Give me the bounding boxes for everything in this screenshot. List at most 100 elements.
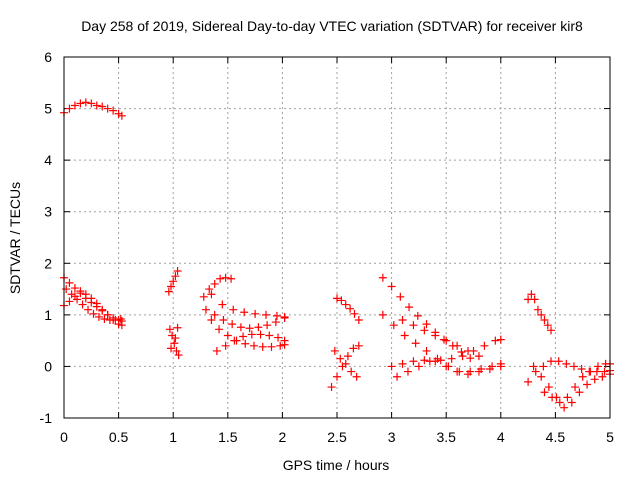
- data-point: [387, 362, 396, 371]
- data-point: [172, 346, 181, 355]
- data-point: [400, 331, 409, 340]
- data-point: [98, 102, 107, 111]
- data-point: [409, 321, 418, 330]
- x-tick-label: 2.5: [327, 429, 347, 445]
- data-point: [330, 346, 339, 355]
- data-point: [219, 316, 228, 325]
- data-point: [70, 101, 79, 110]
- data-point: [337, 296, 346, 305]
- y-tick-label: 1: [44, 307, 52, 323]
- data-point: [387, 282, 396, 291]
- data-point: [76, 99, 85, 108]
- data-point: [575, 388, 584, 397]
- x-tick-label: 0: [60, 429, 68, 445]
- y-tick-label: 5: [44, 101, 52, 117]
- data-point: [352, 372, 361, 381]
- data-point: [240, 308, 249, 317]
- data-point: [442, 336, 451, 345]
- data-point: [405, 303, 414, 312]
- data-point: [547, 357, 556, 366]
- data-point: [466, 354, 475, 363]
- data-point: [349, 344, 358, 353]
- data-point: [229, 305, 238, 314]
- data-point: [218, 300, 227, 309]
- data-point: [491, 336, 500, 345]
- data-point: [547, 326, 556, 335]
- data-point: [458, 352, 467, 361]
- data-point: [544, 383, 553, 392]
- series-arc-0b: [60, 287, 126, 330]
- data-point: [571, 383, 580, 392]
- data-point: [100, 314, 109, 323]
- series-arc-2b: [201, 305, 289, 333]
- series-arc-3a: [333, 294, 363, 325]
- data-point: [496, 335, 505, 344]
- data-point: [333, 294, 341, 303]
- data-point: [221, 273, 230, 282]
- series-arc-4c: [387, 356, 505, 379]
- data-point: [239, 332, 248, 341]
- series-arc-4b: [378, 310, 505, 376]
- data-point: [165, 325, 174, 334]
- x-tick-labels: 0 0.5 1 1.5 2 2.5 3 3.5 4 4.5 5: [60, 429, 614, 445]
- data-point: [527, 290, 536, 299]
- data-point: [98, 305, 107, 314]
- data-point: [114, 320, 123, 329]
- data-point: [567, 398, 576, 407]
- data-point: [250, 341, 259, 350]
- series-arc-2c: [207, 290, 289, 321]
- data-point: [171, 272, 180, 281]
- data-point: [440, 335, 449, 344]
- data-point: [274, 333, 283, 342]
- data-point: [236, 323, 245, 332]
- data-point: [453, 367, 462, 376]
- data-point: [92, 299, 101, 308]
- data-point: [263, 321, 272, 330]
- y-tick-label: -1: [40, 410, 53, 426]
- data-point: [600, 367, 609, 376]
- data-point: [442, 362, 451, 371]
- data-point: [485, 365, 494, 374]
- data-point: [241, 339, 250, 348]
- data-point: [216, 274, 225, 283]
- series-arc-3b: [327, 341, 363, 392]
- data-point: [413, 311, 422, 320]
- series-arc-high: [60, 98, 126, 120]
- data-point: [411, 339, 420, 348]
- data-point: [341, 300, 350, 309]
- data-point: [578, 372, 587, 381]
- y-tick-label: 3: [44, 204, 52, 220]
- data-point: [169, 277, 178, 286]
- data-point: [398, 359, 407, 368]
- x-tick-label: 4.5: [546, 429, 566, 445]
- series-arc-4e: [398, 316, 483, 361]
- x-tick-label: 3.5: [436, 429, 456, 445]
- y-tick-label: 6: [44, 49, 52, 65]
- data-point: [560, 403, 569, 412]
- grid: [64, 57, 610, 418]
- chart-title: Day 258 of 2019, Sidereal Day-to-day VTE…: [81, 18, 583, 34]
- data-point: [590, 375, 599, 384]
- data-point: [540, 316, 549, 325]
- y-tick-label: 0: [44, 358, 52, 374]
- data-point: [65, 104, 74, 113]
- data-point: [533, 305, 542, 314]
- data-point: [577, 365, 586, 374]
- data-point: [173, 323, 182, 332]
- data-point: [116, 314, 125, 323]
- data-point: [464, 370, 473, 379]
- data-point: [81, 98, 90, 107]
- series-arc-5b: [524, 357, 614, 386]
- data-point: [207, 316, 216, 325]
- data-point: [562, 359, 571, 368]
- data-point: [174, 351, 183, 360]
- data-point: [474, 352, 483, 361]
- series-arc-0c: [62, 285, 125, 325]
- data-point: [480, 341, 489, 350]
- data-point: [228, 320, 237, 329]
- data-point: [496, 362, 505, 371]
- data-point: [167, 282, 176, 291]
- data-point: [403, 367, 412, 376]
- data-point: [87, 99, 96, 108]
- data-point: [343, 352, 352, 361]
